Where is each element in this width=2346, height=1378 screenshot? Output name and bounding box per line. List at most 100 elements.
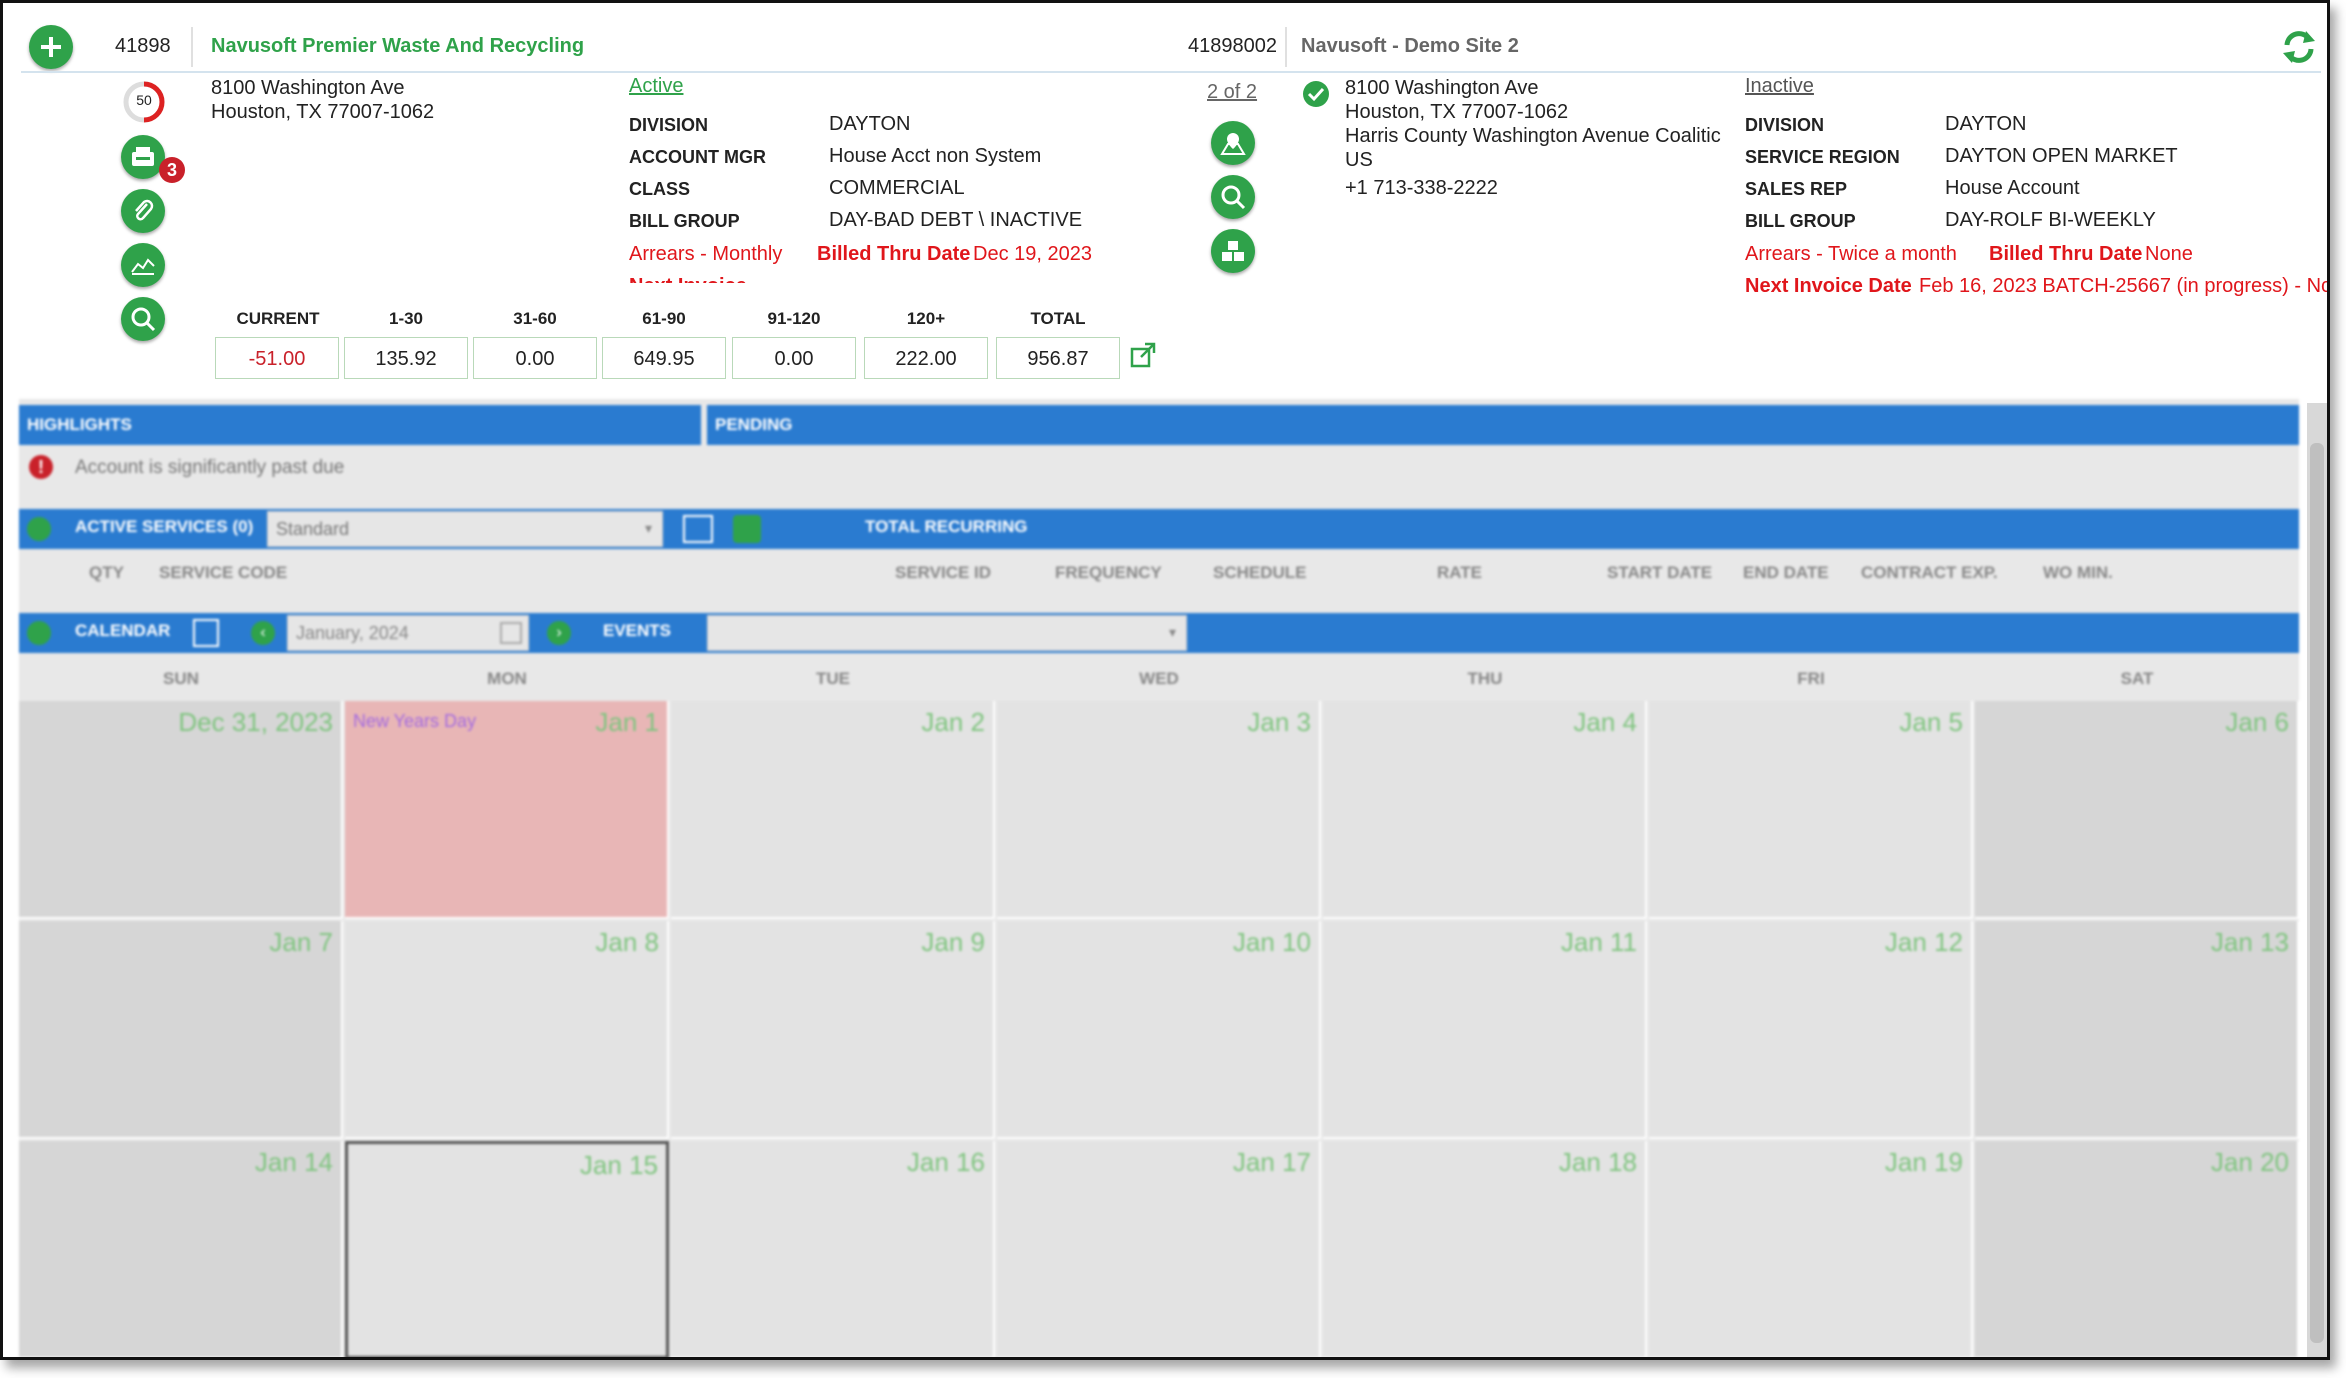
calendar-day[interactable]: Jan 13	[1975, 921, 2299, 1139]
map-icon[interactable]	[1211, 121, 1255, 165]
site-field-label: SALES REP	[1745, 179, 1848, 199]
alert-icon: !	[29, 455, 53, 479]
attachment-icon[interactable]	[121, 189, 165, 233]
calendar-day[interactable]: Jan 3	[997, 701, 1321, 919]
day-label: Jan 5	[1899, 707, 1963, 737]
day-name: FRI	[1797, 669, 1825, 688]
column-header: FREQUENCY	[1055, 563, 1162, 582]
column-header: CONTRACT EXP.	[1861, 563, 1998, 582]
calendar-day[interactable]: Jan 17	[997, 1141, 1321, 1357]
aging-current: -51.00	[215, 337, 339, 379]
calendar-day[interactable]: New Years Day Jan 1	[345, 701, 669, 919]
chart-icon[interactable]	[121, 243, 165, 287]
column-header: QTY	[89, 563, 124, 582]
aging-header: TOTAL	[1030, 309, 1086, 328]
calendar-day[interactable]: Jan 9	[671, 921, 995, 1139]
calendar-day[interactable]: Jan 18	[1323, 1141, 1647, 1357]
calendar-day[interactable]: Jan 7	[19, 921, 343, 1139]
prev-month-icon[interactable]: ‹	[251, 621, 275, 645]
services-filter-select[interactable]: Standard ▾	[267, 511, 663, 547]
aging-header: 91-120	[767, 309, 821, 328]
site-next-invoice-label: Next Invoice Date	[1745, 275, 1912, 297]
account-billed-thru-label: Billed Thru Date	[817, 243, 971, 265]
highlight-message: Account is significantly past due	[75, 457, 345, 478]
site-status-link[interactable]: Inactive	[1745, 75, 1814, 97]
divider	[191, 27, 193, 67]
events-filter-select[interactable]: ▾	[707, 615, 1187, 651]
account-next-invoice-partial: Next Invoice Date	[629, 275, 789, 283]
search-icon[interactable]	[121, 297, 165, 341]
next-month-icon[interactable]: ›	[547, 621, 571, 645]
share-icon[interactable]	[733, 515, 761, 543]
aging-120-plus: 222.00	[864, 337, 988, 379]
day-label: Jan 4	[1573, 707, 1637, 737]
account-name-link[interactable]: Navusoft Premier Waste And Recycling	[211, 35, 585, 57]
day-name: MON	[487, 669, 527, 688]
column-header: SERVICE CODE	[159, 563, 288, 582]
calendar-day[interactable]: Jan 14	[19, 1141, 343, 1357]
scrollbar-thumb[interactable]	[2310, 443, 2324, 1343]
open-services-icon[interactable]	[683, 515, 713, 543]
billing-badge: 3	[159, 157, 185, 183]
month-picker-input[interactable]: January, 2024	[287, 615, 529, 651]
account-field-label: ACCOUNT MGR	[629, 147, 766, 167]
services-filter-value: Standard	[276, 519, 350, 539]
calendar-day[interactable]: Jan 10	[997, 921, 1321, 1139]
containers-icon[interactable]	[1211, 229, 1255, 273]
score-gauge[interactable]: 50	[121, 79, 165, 123]
day-label: Jan 7	[269, 927, 333, 957]
calendar-day[interactable]: Jan 11	[1323, 921, 1647, 1139]
dashboard-body: HIGHLIGHTS PENDING ! Account is signific…	[19, 399, 2299, 1357]
site-address-line2: Houston, TX 77007-1062	[1345, 101, 1569, 123]
aging-31-60: 0.00	[473, 337, 597, 379]
column-header: WO MIN.	[2043, 563, 2113, 582]
site-billed-thru-value: None	[2145, 243, 2193, 265]
site-field-label: DIVISION	[1745, 115, 1825, 135]
calendar-day[interactable]: Dec 31, 2023	[19, 701, 343, 919]
calendar-icon[interactable]	[500, 622, 522, 644]
web-search-icon[interactable]	[1211, 175, 1255, 219]
site-phone: +1 713-338-2222	[1345, 177, 1498, 199]
calendar-list-icon[interactable]	[193, 619, 219, 647]
collapse-calendar-icon[interactable]	[27, 621, 51, 645]
site-pager[interactable]: 2 of 2	[1207, 81, 1258, 103]
day-label: Jan 11	[1560, 927, 1637, 957]
pending-header: PENDING	[707, 405, 2299, 445]
external-link-icon[interactable]	[1129, 341, 1157, 374]
calendar-day[interactable]: Jan 4	[1323, 701, 1647, 919]
day-label: Jan 15	[579, 1150, 658, 1180]
column-header: END DATE	[1743, 563, 1829, 582]
account-status-link[interactable]: Active	[629, 75, 684, 97]
day-name: WED	[1139, 669, 1179, 688]
account-arrears: Arrears - Monthly	[629, 243, 783, 265]
account-field-value: DAYTON	[829, 113, 911, 135]
account-field-label: BILL GROUP	[629, 211, 740, 231]
calendar-day-today[interactable]: Jan 15	[345, 1141, 669, 1357]
column-header: SCHEDULE	[1213, 563, 1307, 582]
calendar-day[interactable]: Jan 12	[1649, 921, 1973, 1139]
calendar-day[interactable]: Jan 8	[345, 921, 669, 1139]
day-label: Jan 3	[1247, 707, 1311, 737]
calendar-day[interactable]: Jan 2	[671, 701, 995, 919]
account-field-label: CLASS	[629, 179, 691, 199]
active-services-title: ACTIVE SERVICES (0)	[75, 517, 254, 536]
holiday-event[interactable]: New Years Day	[353, 711, 477, 731]
calendar-day[interactable]: Jan 19	[1649, 1141, 1973, 1357]
day-label: Jan 19	[1884, 1147, 1963, 1177]
calendar-day[interactable]: Jan 20	[1975, 1141, 2299, 1357]
add-icon[interactable]	[29, 25, 73, 69]
refresh-icon[interactable]	[2279, 27, 2319, 72]
check-icon	[1303, 81, 1329, 107]
total-recurring-title: TOTAL RECURRING	[865, 517, 1028, 536]
collapse-services-icon[interactable]	[27, 517, 51, 541]
billing-icon[interactable]	[121, 135, 165, 179]
calendar-day[interactable]: Jan 16	[671, 1141, 995, 1357]
events-title: EVENTS	[603, 621, 672, 640]
site-address-line1: 8100 Washington Ave	[1345, 77, 1539, 99]
calendar-day[interactable]: Jan 5	[1649, 701, 1973, 919]
scrollbar[interactable]	[2307, 403, 2327, 1357]
site-field-label: BILL GROUP	[1745, 211, 1856, 231]
account-field-label: DIVISION	[629, 115, 709, 135]
calendar-day[interactable]: Jan 6	[1975, 701, 2299, 919]
aging-91-120: 0.00	[732, 337, 856, 379]
